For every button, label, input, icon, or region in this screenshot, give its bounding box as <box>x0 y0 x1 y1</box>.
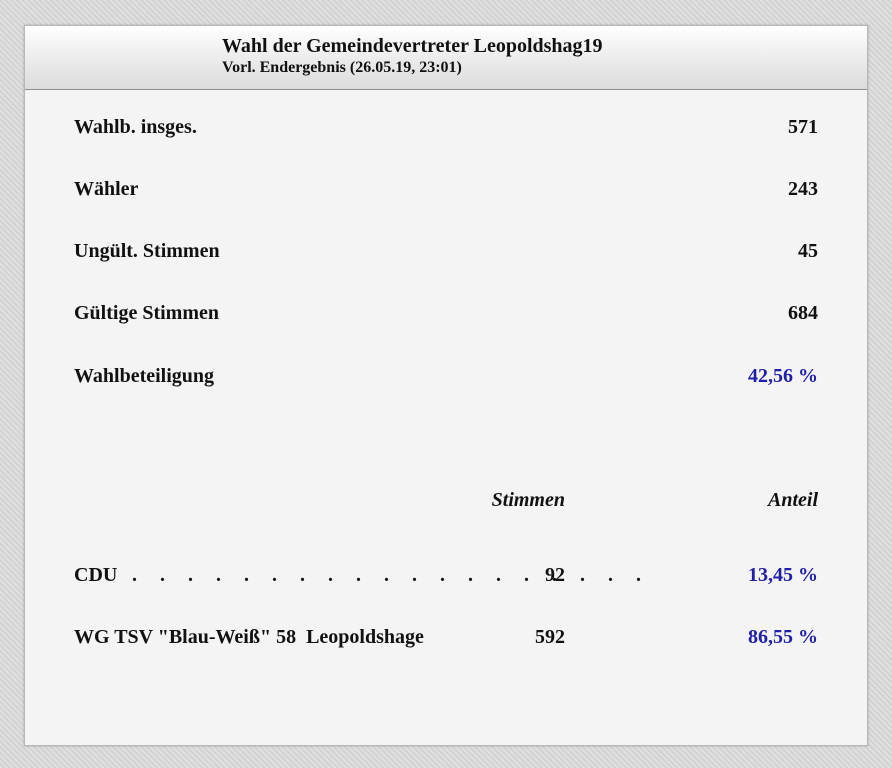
stat-row-voters: Wähler 243 <box>74 175 818 203</box>
party-share: 13,45 % <box>748 564 818 586</box>
results-header: Wahl der Gemeindevertreter Leopoldshag19… <box>25 26 867 90</box>
page-subtitle: Vorl. Endergebnis (26.05.19, 23:01) <box>222 59 462 76</box>
column-header-share: Anteil <box>767 489 818 511</box>
party-votes: 592 <box>535 626 565 648</box>
stat-label: Gültige Stimmen <box>74 302 219 324</box>
party-name: CDU <box>74 564 118 586</box>
stat-label: Ungült. Stimmen <box>74 240 220 262</box>
stat-label: Wähler <box>74 178 139 200</box>
stat-row-invalid: Ungült. Stimmen 45 <box>74 237 818 265</box>
stat-value: 45 <box>798 240 818 262</box>
stat-row-valid: Gültige Stimmen 684 <box>74 299 818 327</box>
stat-label: Wahlbeteiligung <box>74 365 215 387</box>
party-row-wg-tsv: WG TSV "Blau-Weiß" 58 Leopoldshage 592 8… <box>74 623 818 651</box>
party-row-cdu: CDU . . . . . . . . . . . . . . . . . . … <box>74 561 818 589</box>
column-header-votes: Stimmen <box>491 489 565 511</box>
turnout-value: 42,56 % <box>748 365 818 387</box>
party-share: 86,55 % <box>748 626 818 648</box>
stat-value: 684 <box>788 302 818 324</box>
stat-value: 243 <box>788 178 818 200</box>
party-votes: 92 <box>545 564 565 586</box>
stat-label: Wahlb. insges. <box>74 116 197 138</box>
stat-row-turnout: Wahlbeteiligung 42,56 % <box>74 362 818 390</box>
page-title: Wahl der Gemeindevertreter Leopoldshag19 <box>222 35 603 57</box>
results-panel: Wahl der Gemeindevertreter Leopoldshag19… <box>24 25 868 746</box>
party-name: WG TSV "Blau-Weiß" 58 Leopoldshage <box>74 626 424 648</box>
leader-dots: . . . . . . . . . . . . . . . . . . . <box>132 564 650 586</box>
stat-row-eligible: Wahlb. insges. 571 <box>74 113 818 141</box>
stat-value: 571 <box>788 116 818 138</box>
